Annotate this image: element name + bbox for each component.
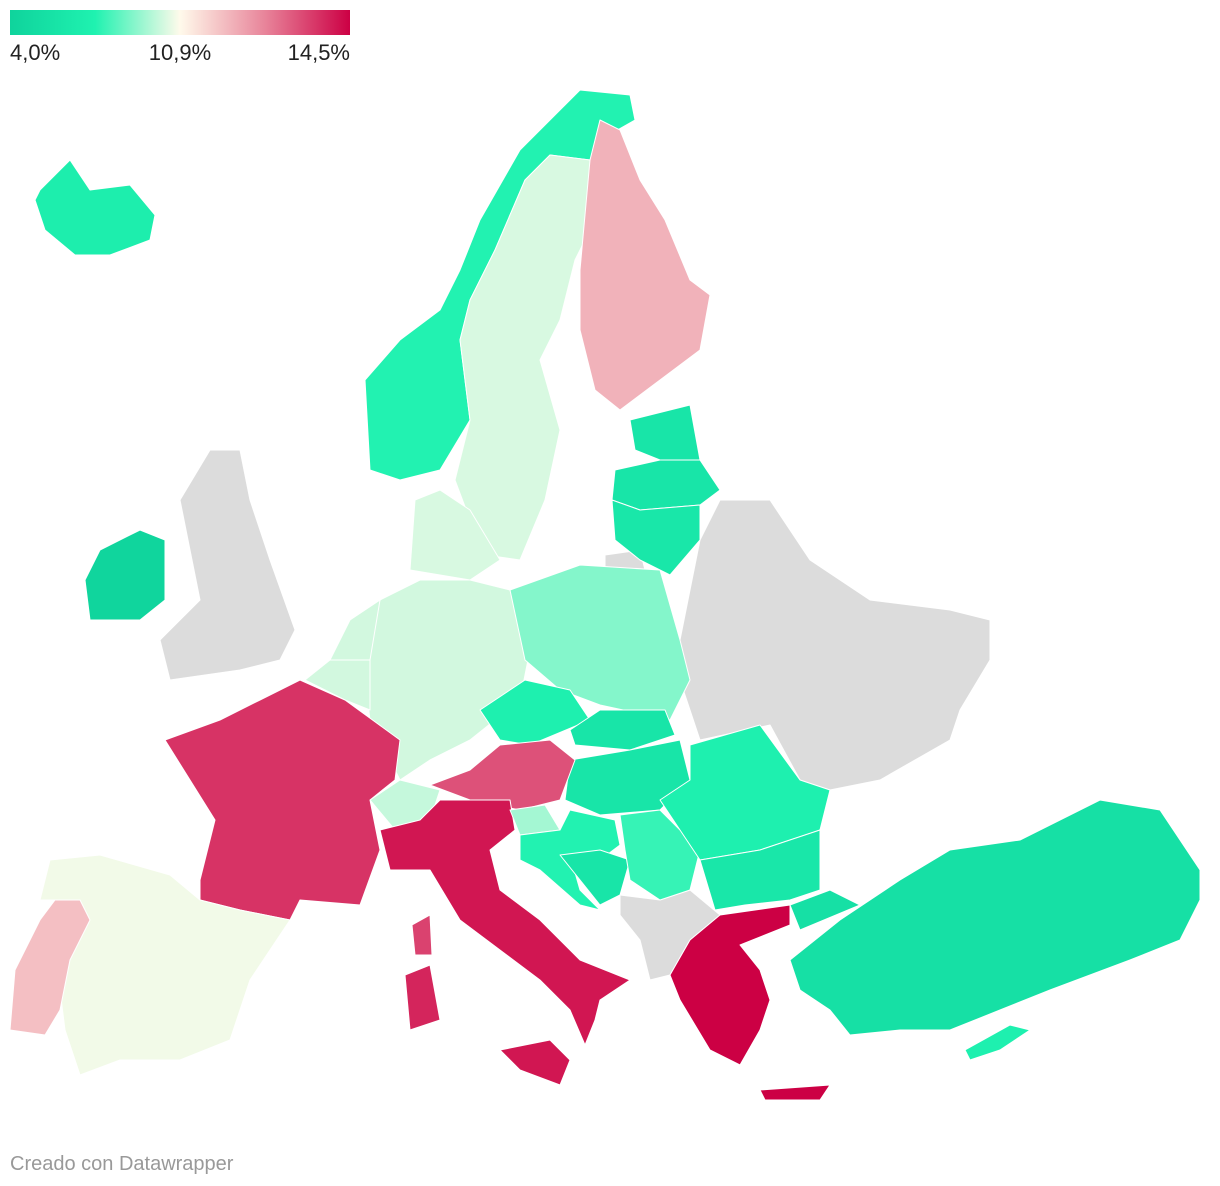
country bbox=[404, 964, 441, 1031]
country-no-data bbox=[159, 449, 296, 681]
legend-bar bbox=[10, 10, 350, 35]
country bbox=[569, 709, 676, 751]
country bbox=[411, 914, 433, 956]
country bbox=[759, 1084, 831, 1101]
country bbox=[789, 799, 1201, 1036]
legend-tick-label: 10,9% bbox=[149, 40, 211, 65]
country bbox=[611, 499, 701, 576]
legend-tick-label: 4,0% bbox=[10, 40, 60, 65]
country-no-data bbox=[679, 499, 991, 791]
country bbox=[9, 899, 91, 1036]
country bbox=[669, 904, 791, 1066]
legend-tick-label: 14,5% bbox=[288, 40, 350, 65]
country bbox=[454, 154, 591, 561]
country bbox=[789, 889, 861, 931]
country bbox=[379, 799, 631, 1046]
country bbox=[509, 564, 691, 721]
country bbox=[34, 159, 156, 256]
country bbox=[84, 529, 166, 621]
country bbox=[164, 679, 401, 921]
credit: Creado con Datawrapper bbox=[10, 1153, 234, 1175]
country bbox=[699, 829, 821, 911]
country bbox=[579, 119, 711, 411]
country bbox=[964, 1024, 1031, 1061]
country bbox=[611, 459, 721, 511]
country bbox=[559, 849, 631, 906]
country bbox=[619, 809, 701, 901]
country bbox=[629, 404, 701, 461]
country bbox=[499, 1039, 571, 1086]
